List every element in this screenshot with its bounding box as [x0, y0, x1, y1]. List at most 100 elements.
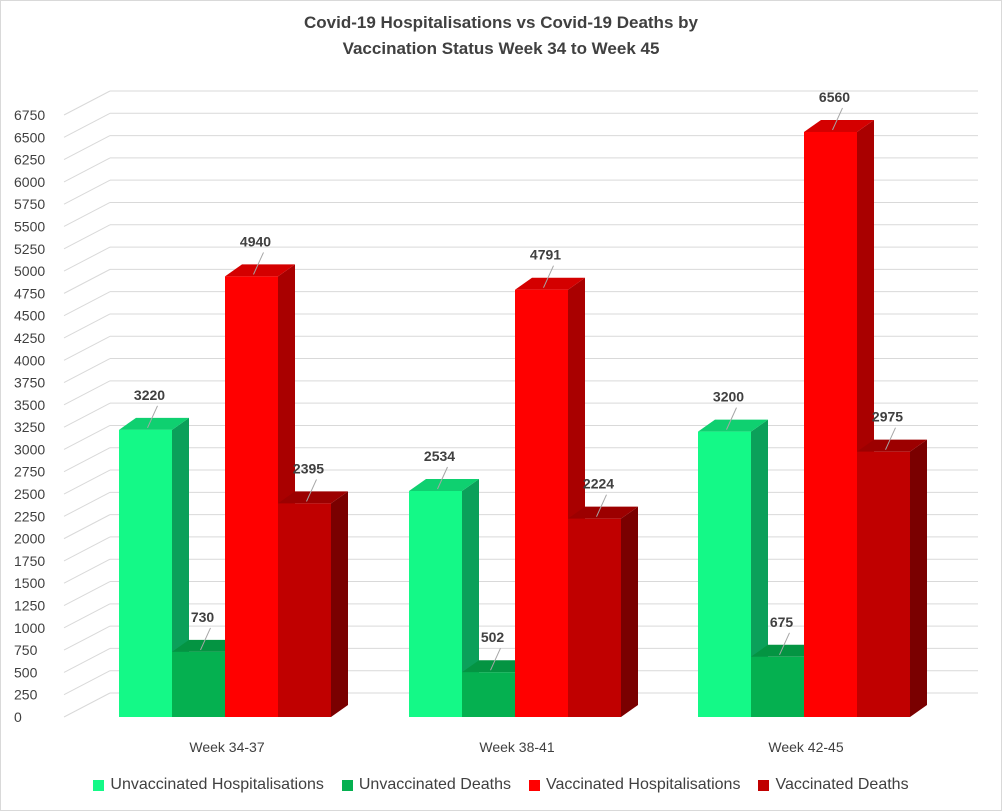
bar-top [462, 660, 532, 673]
gridline-side [63, 581, 111, 606]
gridline-side [63, 268, 111, 294]
bar-top [409, 479, 479, 492]
y-tick-label: 500 [14, 664, 38, 680]
data-labels: 3220 730 4940 2395 2534 502 4791 2224 3200 675 656… [134, 89, 903, 671]
gridline-side [63, 603, 111, 629]
data-label-leader [726, 407, 737, 430]
y-tick-label: 5750 [14, 196, 45, 212]
bar [857, 451, 910, 717]
gridline-side [63, 358, 111, 383]
y-tick-label: 3500 [14, 397, 45, 413]
y-tick-label: 4500 [14, 308, 45, 324]
bar-top [515, 277, 585, 290]
x-tick-label: Week 34-37 [189, 739, 264, 755]
y-tick-label: 5000 [14, 263, 45, 279]
x-tick-label: Week 42-45 [768, 739, 843, 755]
data-label: 3220 [134, 387, 165, 403]
data-label-leader [200, 627, 211, 651]
x-axis: Week 34-37 Week 38-41 Week 42-45 [189, 739, 843, 755]
data-label-leader [147, 405, 158, 429]
y-axis: 0 250 500 750 1000 1250 1500 1750 2000 2250 2500 27… [14, 107, 45, 725]
data-label: 2975 [872, 409, 903, 425]
legend-swatch [93, 779, 105, 791]
bar-top [225, 264, 295, 277]
bar-side [751, 419, 768, 717]
gridline-side [63, 558, 111, 584]
y-tick-label: 0 [14, 709, 22, 725]
y-tick-label: 3000 [14, 441, 45, 457]
gridline-side [63, 224, 111, 250]
y-tick-label: 2000 [14, 531, 45, 547]
legend-item: Vaccinated Hospitalisations [528, 776, 741, 794]
legend-swatch [341, 779, 353, 791]
data-label: 2224 [583, 476, 614, 492]
data-label-leader [832, 107, 843, 131]
data-label-leader [490, 648, 501, 671]
data-label: 2395 [293, 460, 324, 476]
bar-side [462, 479, 479, 717]
bar-top [278, 491, 348, 504]
bar [225, 276, 278, 717]
y-tick-label: 1750 [14, 553, 45, 569]
legend: Unvaccinated Hospitalisations Unvaccinate… [0, 776, 1002, 794]
gridline-side [63, 246, 111, 272]
gridline-side [63, 157, 111, 183]
bar [172, 651, 225, 717]
legend-swatch [528, 779, 540, 791]
gridline-side [63, 335, 111, 361]
y-tick-label: 1000 [14, 620, 45, 636]
gridline-side [63, 90, 111, 116]
gridline-side [63, 135, 111, 161]
data-label: 4791 [530, 247, 561, 263]
gridline-side [63, 447, 111, 473]
y-tick-label: 1500 [14, 575, 45, 591]
legend-item: Vaccinated Deaths [758, 776, 909, 794]
bar [568, 518, 621, 717]
data-label: 6560 [819, 89, 850, 105]
bar-top [119, 417, 189, 430]
y-tick-label: 250 [14, 687, 38, 703]
gridline-side [63, 491, 111, 517]
y-tick-label: 6000 [14, 174, 45, 190]
y-tick-label: 4250 [14, 330, 45, 346]
gridline-side [63, 692, 111, 718]
gridline-side [63, 402, 111, 428]
y-tick-label: 2500 [14, 486, 45, 502]
chart-title-line-2: Vaccination Status Week 34 to Week 45 [342, 39, 660, 58]
bar-side [172, 417, 189, 717]
y-tick-label: 4750 [14, 285, 45, 301]
bar-side [621, 506, 638, 717]
legend-item: Unvaccinated Hospitalisations [93, 776, 324, 794]
data-label: 2534 [424, 448, 455, 464]
gridline-side [63, 291, 111, 317]
bar-side [331, 491, 348, 717]
gridline-side [63, 670, 111, 696]
data-label: 730 [191, 609, 215, 625]
bar [804, 131, 857, 717]
bar [278, 503, 331, 717]
bar-top [698, 419, 768, 432]
data-label-leader [543, 265, 554, 288]
gridline-side [63, 536, 111, 562]
data-label: 3200 [713, 389, 744, 405]
y-tick-label: 1250 [14, 598, 45, 614]
legend-label: Vaccinated Hospitalisations [545, 776, 741, 793]
y-tick-label: 4000 [14, 352, 45, 368]
data-label-leader [885, 427, 896, 450]
y-tick-label: 5250 [14, 241, 45, 257]
data-label-leader [253, 252, 264, 275]
data-label-leader [306, 479, 317, 502]
y-tick-label: 5500 [14, 218, 45, 234]
bar-top [568, 506, 638, 519]
y-tick-label: 3250 [14, 419, 45, 435]
bar [515, 289, 568, 717]
bar-top [857, 439, 927, 452]
gridline-side [63, 202, 111, 227]
gridline-side [63, 625, 111, 651]
data-label-leader [596, 494, 607, 517]
data-label: 502 [481, 629, 505, 645]
bar-side [910, 439, 927, 717]
bars [119, 119, 927, 717]
bar [409, 491, 462, 717]
